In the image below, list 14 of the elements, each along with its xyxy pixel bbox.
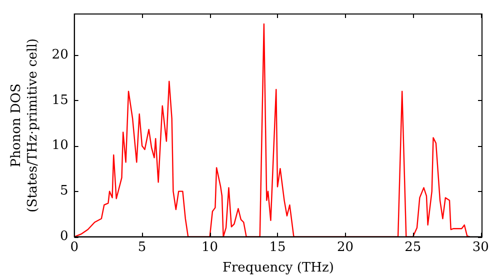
x-tick-label: 0	[70, 240, 78, 255]
x-tick-label: 5	[138, 240, 146, 255]
y-tick-label: 5	[60, 184, 68, 199]
y-tick-label: 10	[52, 138, 68, 154]
x-axis-title: Frequency (THz)	[222, 260, 334, 276]
y-tick-label: 20	[52, 47, 68, 62]
x-tick-label: 15	[269, 240, 286, 255]
y-axis-title: Phonon DOS (States/THz·primitive cell)	[8, 38, 41, 212]
y-tick-label: 15	[52, 92, 68, 108]
x-tick-label: 25	[404, 240, 422, 255]
x-tick-label: 30	[472, 240, 489, 255]
x-tick-label: 10	[202, 240, 218, 255]
x-tick-label: 20	[336, 240, 354, 255]
y-tick-label: 0	[60, 229, 68, 244]
